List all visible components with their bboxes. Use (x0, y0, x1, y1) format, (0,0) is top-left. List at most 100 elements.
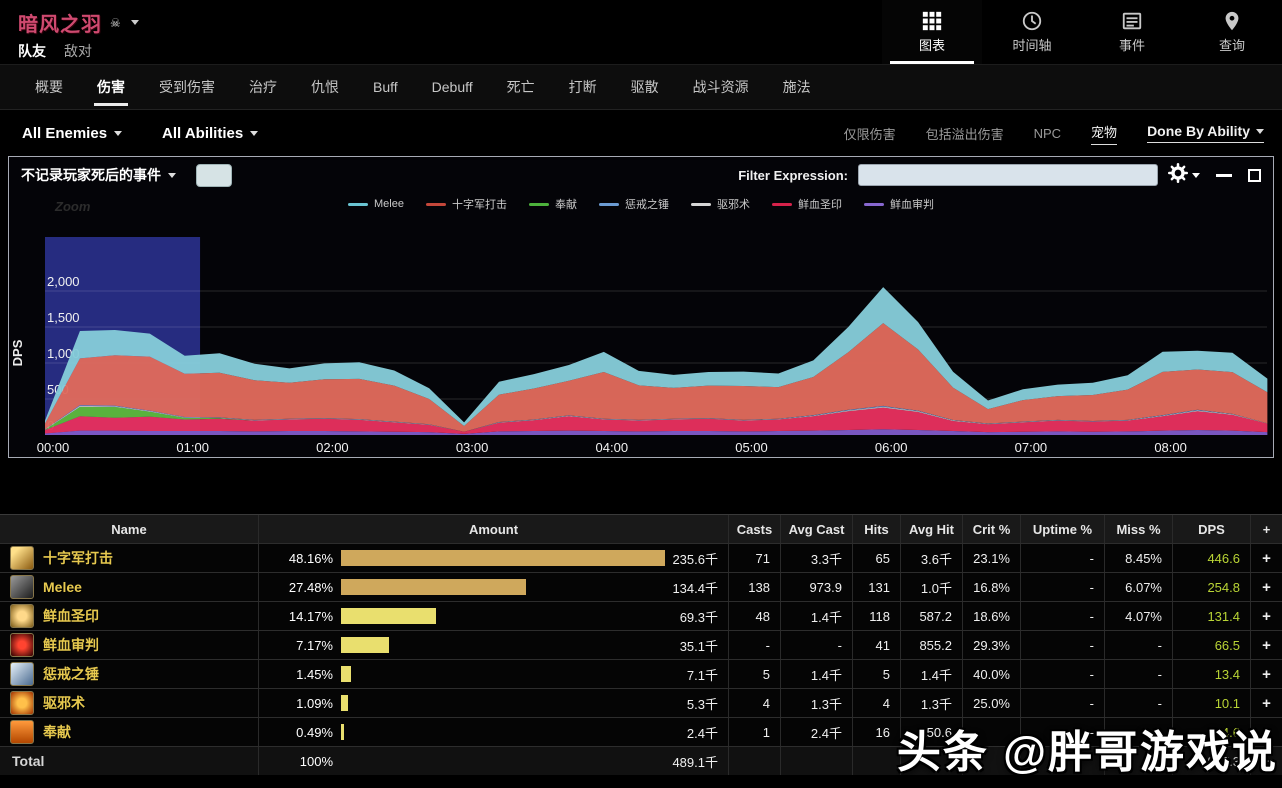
column-header-Name[interactable]: Name (111, 521, 147, 537)
expand-row-button[interactable]: + (1250, 573, 1282, 601)
column-header-Avg Cast[interactable]: Avg Cast (780, 515, 852, 543)
chevron-down-icon (114, 130, 123, 136)
amount-percent: 14.17% (288, 608, 333, 624)
ability-name-cell[interactable]: 惩戒之锤 (0, 660, 258, 688)
miss-cell: 8.45% (1104, 544, 1172, 572)
maximize-icon[interactable] (1248, 168, 1261, 182)
expand-row-button[interactable]: + (1250, 631, 1282, 659)
gear-icon (1168, 162, 1188, 188)
y-tick-label: 2,000 (47, 274, 80, 289)
uptime-cell: - (1020, 689, 1104, 717)
filter-link-3[interactable]: NPC (1034, 126, 1061, 141)
filter-link-label: 宠物 (1091, 124, 1118, 140)
nav-item-timeline[interactable]: 时间轴 (982, 0, 1082, 64)
fight-title-row[interactable]: 暗风之羽 ☠ (18, 8, 139, 37)
column-header-Amount[interactable]: Amount (258, 515, 728, 543)
ability-icon (10, 662, 34, 686)
ability-name-cell[interactable]: 驱邪术 (0, 689, 258, 717)
avg-hit-cell: 1.3千 (900, 689, 962, 717)
tab-仇恨[interactable]: 仇恨 (311, 79, 339, 95)
avg-cast-cell: - (780, 631, 852, 659)
chevron-down-icon[interactable] (130, 20, 139, 25)
casts-cell: - (728, 631, 780, 659)
tab-死亡[interactable]: 死亡 (506, 79, 535, 95)
ability-name-cell[interactable]: 鲜血审判 (0, 631, 258, 659)
legend-label: 惩戒之锤 (624, 199, 669, 211)
column-header-DPS[interactable]: DPS (1172, 515, 1250, 543)
tab-概要[interactable]: 概要 (35, 79, 63, 95)
legend-item[interactable]: 驱邪术 (690, 196, 750, 212)
ability-name-cell[interactable]: 十字军打击 (0, 544, 258, 572)
ability-name-cell[interactable]: Total (0, 747, 258, 775)
subnav-enemies[interactable]: 敌对 (64, 43, 92, 59)
legend-swatch (598, 202, 619, 206)
abilities-dropdown[interactable]: All Abilities (162, 125, 259, 142)
expand-row-button[interactable]: + (1250, 718, 1282, 746)
enemies-dropdown[interactable]: All Enemies (22, 125, 123, 142)
expand-row-button[interactable]: + (1250, 689, 1282, 717)
tab-打断[interactable]: 打断 (568, 79, 597, 95)
uptime-cell: - (1020, 660, 1104, 688)
table-row: 奉献 0.49% 2.4千 1 2.4千 16 150.6- -4.6 + (0, 717, 1282, 746)
expand-row-button[interactable]: + (1250, 544, 1282, 572)
legend-item[interactable]: 十字军打击 (425, 196, 507, 212)
nav-item-events[interactable]: 事件 (1082, 0, 1182, 64)
filter-link-5[interactable]: Done By Ability (1147, 123, 1264, 143)
ability-name-cell[interactable]: 鲜血圣印 (0, 602, 258, 630)
casts-cell: 71 (728, 544, 780, 572)
legend-item[interactable]: Melee (348, 198, 404, 210)
uptime-cell: - (1020, 544, 1104, 572)
column-header-Avg Hit[interactable]: Avg Hit (900, 515, 962, 543)
ability-name-cell[interactable]: Melee (0, 573, 258, 601)
color-swatch-button[interactable] (196, 163, 232, 187)
amount-cell: 1.09% 5.3千 (258, 689, 728, 717)
tab-治疗[interactable]: 治疗 (249, 79, 277, 95)
amount-value: 5.3千 (686, 696, 718, 712)
uptime-cell: - (1020, 718, 1104, 746)
dps-area-chart[interactable]: 05001,0001,5002,00000:0001:0002:0003:000… (9, 215, 1273, 457)
legend-item[interactable]: 鲜血审判 (863, 196, 934, 212)
table-row: 惩戒之锤 1.45% 7.1千 5 1.4千 5 1.4千 40.0% - -13.4 + (0, 659, 1282, 688)
tab-战斗资源[interactable]: 战斗资源 (692, 79, 749, 95)
filter-link-4[interactable]: 宠物 (1091, 122, 1118, 145)
tab-伤害[interactable]: 伤害 (80, 64, 142, 110)
ability-name-cell[interactable]: 奉献 (0, 718, 258, 746)
tab-施法[interactable]: 施法 (782, 79, 811, 95)
tab-Buff[interactable]: Buff (373, 79, 398, 95)
column-header-Casts[interactable]: Casts (728, 515, 780, 543)
expand-row-button[interactable]: + (1250, 747, 1282, 775)
legend-item[interactable]: 惩戒之锤 (598, 196, 669, 212)
toolbar-right: Filter Expression: (738, 162, 1261, 188)
legend-item[interactable]: 奉献 (528, 196, 577, 212)
chart-panel: 不记录玩家死后的事件 Filter Expression: (8, 156, 1274, 458)
nav-item-query[interactable]: 查询 (1182, 0, 1282, 64)
ability-name: 鲜血审判 (43, 637, 99, 653)
expand-row-button[interactable]: + (1250, 660, 1282, 688)
nav-item-charts[interactable]: 图表 (882, 0, 982, 64)
column-header-Uptime %[interactable]: Uptime % (1020, 515, 1104, 543)
dps-cell: 4.6 (1172, 718, 1250, 746)
expand-row-button[interactable]: + (1250, 602, 1282, 630)
events-filter-dropdown[interactable]: 不记录玩家死后的事件 (21, 165, 176, 185)
avg-cast-cell: 2.4千 (780, 718, 852, 746)
chevron-down-icon (168, 172, 176, 178)
subnav-friendlies[interactable]: 队友 (18, 43, 46, 59)
legend-item[interactable]: 鲜血圣印 (771, 196, 842, 212)
minimize-icon[interactable] (1216, 173, 1232, 177)
column-header-+[interactable]: + (1250, 515, 1282, 543)
filter-expression-input[interactable] (858, 164, 1158, 186)
dps-cell: 446.6 (1172, 544, 1250, 572)
amount-cell: 27.48% 134.4千 (258, 573, 728, 601)
tab-驱散[interactable]: 驱散 (630, 79, 659, 95)
avg-cast-cell: 1.3千 (780, 689, 852, 717)
column-header-Crit %[interactable]: Crit % (962, 515, 1020, 543)
tab-受到伤害[interactable]: 受到伤害 (159, 79, 215, 95)
ability-icon (10, 720, 34, 744)
column-header-Hits[interactable]: Hits (852, 515, 900, 543)
dps-cell: 10.1 (1172, 689, 1250, 717)
filter-link-1[interactable]: 仅限伤害 (844, 124, 896, 143)
filter-link-2[interactable]: 包括溢出伤害 (926, 124, 1004, 143)
settings-control[interactable] (1168, 162, 1200, 188)
column-header-Miss %[interactable]: Miss % (1104, 515, 1172, 543)
tab-Debuff[interactable]: Debuff (431, 79, 473, 95)
